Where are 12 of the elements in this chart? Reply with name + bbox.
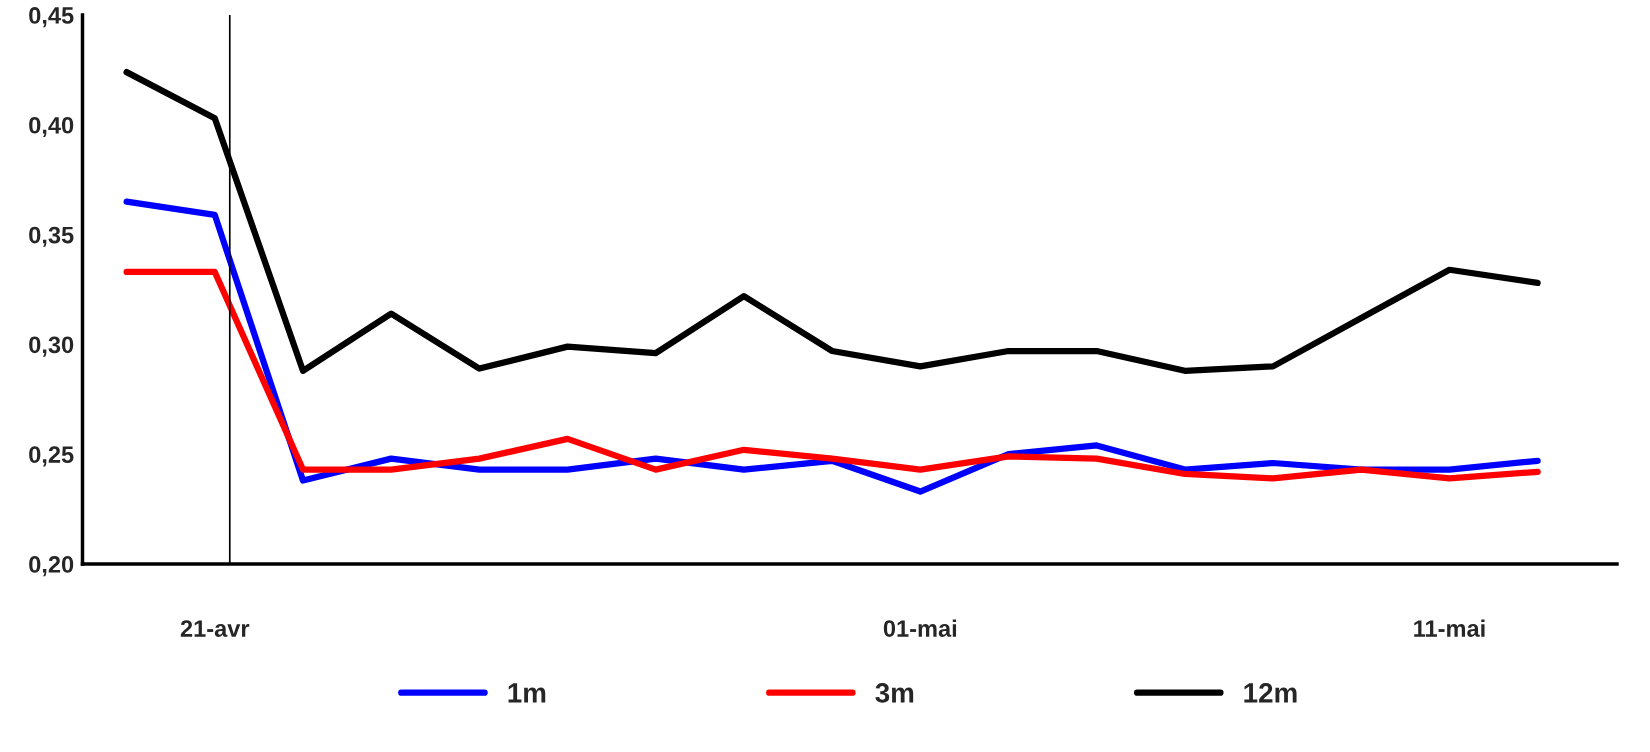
legend-label: 12m	[1244, 683, 1297, 703]
x-tick-label: 21-avr	[180, 620, 250, 637]
y-tick-label: 0,40	[29, 116, 74, 138]
y-tick-label: 0,20	[29, 556, 74, 577]
x-tick-label: 01-mai	[883, 619, 957, 637]
legend-label: 1m	[508, 683, 546, 703]
x-tick-label: 11-mai	[1414, 619, 1485, 637]
y-tick-label: 0,45	[29, 7, 74, 28]
legend-label: 3m	[875, 683, 914, 703]
y-tick-label: 0,35	[29, 226, 74, 247]
y-tick-label: 0,25	[29, 446, 74, 467]
y-tick-label: 0,30	[29, 336, 74, 357]
